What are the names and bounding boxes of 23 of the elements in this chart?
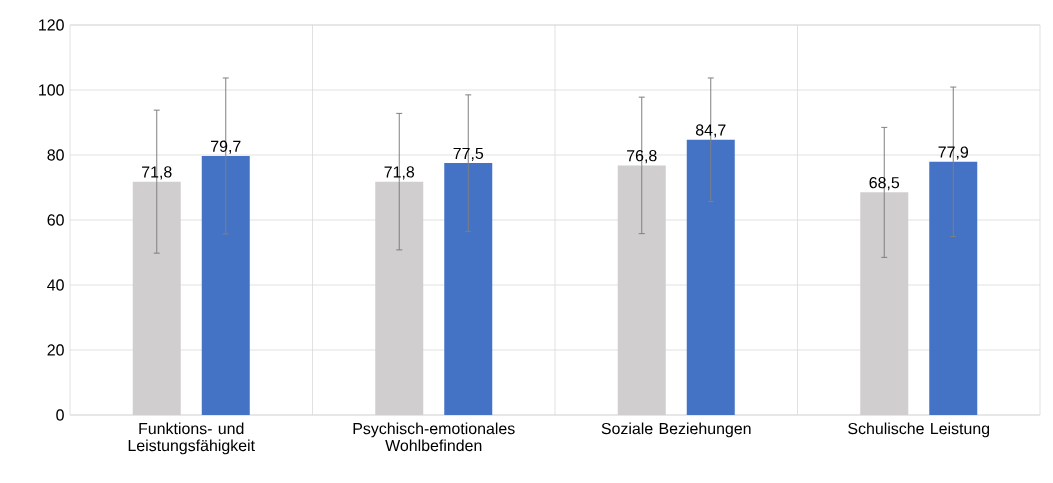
data-label: 76,8 bbox=[627, 150, 657, 164]
x-tick-label: Psychisch-emotionales Wohlbefinden bbox=[353, 422, 515, 452]
y-tick-label: 100 bbox=[39, 84, 64, 96]
data-label: 77,5 bbox=[453, 147, 484, 161]
y-tick-label: 40 bbox=[47, 279, 64, 291]
bar bbox=[929, 161, 978, 415]
bar bbox=[201, 155, 250, 415]
bar bbox=[444, 163, 493, 415]
y-tick-label: 0 bbox=[56, 409, 64, 421]
y-tick-label: 120 bbox=[39, 19, 64, 31]
x-tick-label: Funktions- und Leistungsfähigkeit bbox=[128, 422, 255, 455]
data-label: 77,9 bbox=[938, 146, 969, 160]
y-tick-label: 60 bbox=[47, 214, 64, 226]
data-label: 79,7 bbox=[211, 140, 241, 154]
y-tick-label: 20 bbox=[47, 344, 64, 356]
data-label: 68,5 bbox=[869, 177, 900, 191]
data-label: 71,8 bbox=[384, 166, 415, 180]
data-label: 71,8 bbox=[142, 166, 172, 180]
bar bbox=[686, 139, 735, 415]
data-label: 84,7 bbox=[695, 124, 726, 138]
x-tick-label: Soziale Beziehungen bbox=[601, 422, 751, 438]
y-tick-label: 80 bbox=[47, 149, 64, 161]
x-tick-label: Schulische Leistung bbox=[848, 422, 990, 438]
